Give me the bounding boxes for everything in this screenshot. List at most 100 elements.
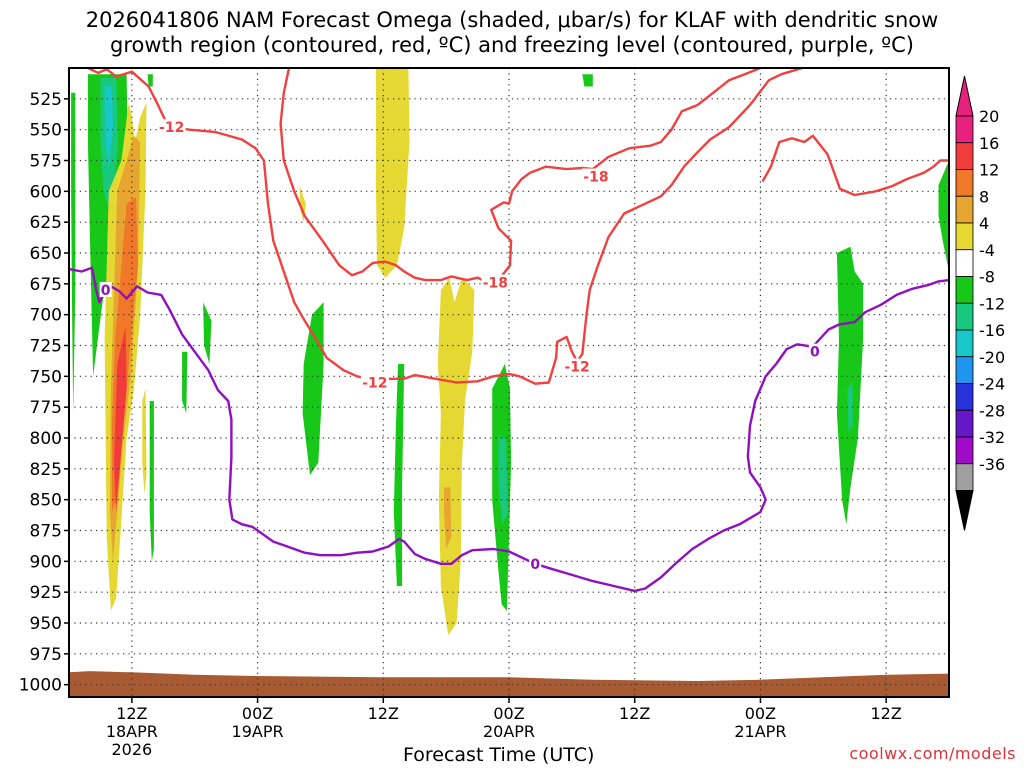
chart-title-line-1: 2026041806 NAM Forecast Omega (shaded, μ… <box>85 8 939 32</box>
colorbar-bin-1 <box>955 142 974 170</box>
contour-label-bg <box>99 282 112 297</box>
colorbar-label: 12 <box>979 161 999 180</box>
colorbar-bin-4 <box>955 222 974 251</box>
omega-region-15 <box>376 68 410 278</box>
x-tick-date: 20APR <box>483 722 535 741</box>
y-tick-label-925: 925 <box>30 583 62 603</box>
colorbar-bin-12 <box>955 436 974 465</box>
omega-region-12 <box>182 351 188 414</box>
x-tick-date: 18APR <box>106 722 158 741</box>
y-tick-label-850: 850 <box>30 491 62 511</box>
omega-region-16 <box>393 364 405 586</box>
x-tick-label: 12Z <box>368 704 399 723</box>
colorbar-label: -24 <box>979 375 1005 394</box>
y-tick-label-550: 550 <box>30 121 62 141</box>
colorbar-label: -16 <box>979 321 1005 340</box>
contour-label-bg <box>808 343 821 359</box>
contour-1 <box>761 134 949 197</box>
y-tick-label-575: 575 <box>30 152 62 172</box>
y-tick-label-700: 700 <box>30 306 62 326</box>
omega-region-24 <box>938 160 949 272</box>
colorbar-bin-11 <box>955 409 974 438</box>
colorbar-label: -4 <box>979 241 995 260</box>
contour-label-bg <box>157 119 186 135</box>
contour-label-3-2: 0 <box>810 345 820 361</box>
y-tick-label-625: 625 <box>30 213 62 233</box>
chart-title-line-2: growth region (contoured, red, ºC) and f… <box>110 33 914 57</box>
colorbar-bottom-triangle <box>955 490 974 531</box>
y-tick-label-975: 975 <box>30 645 62 665</box>
colorbar-bin-6 <box>955 276 974 304</box>
y-tick-label-1000: 1000 <box>19 676 62 696</box>
omega-region-10 <box>149 401 154 562</box>
x-tick-label: 00Z <box>242 704 273 723</box>
x-tick-label: 12Z <box>116 704 147 723</box>
contour-label-0-1: -12 <box>362 376 387 392</box>
y-tick-label-775: 775 <box>30 398 62 418</box>
colorbar-bin-3 <box>955 195 974 224</box>
omega-region-8 <box>114 327 127 512</box>
omega-region-14 <box>302 302 324 475</box>
colorbar-bin-9 <box>955 356 974 384</box>
x-tick-date: 19APR <box>232 722 284 741</box>
omega-region-3 <box>104 86 113 167</box>
omega-region-17 <box>437 277 475 636</box>
colorbar-bin-10 <box>955 383 974 411</box>
contour-label-bg <box>360 374 389 390</box>
colorbar-label: 16 <box>979 134 999 153</box>
colorbar-label: -20 <box>979 348 1005 367</box>
colorbar-label: -28 <box>979 401 1005 420</box>
contour-label-bg <box>563 358 592 374</box>
y-tick-label-800: 800 <box>30 429 62 449</box>
omega-region-9 <box>142 388 147 494</box>
contour-label-3-0: 0 <box>101 283 111 299</box>
y-tick-label-525: 525 <box>30 90 62 110</box>
omega-region-23 <box>847 382 853 432</box>
y-tick-label-900: 900 <box>30 552 62 572</box>
colorbar-label: 20 <box>979 107 999 126</box>
omega-region-20 <box>498 438 508 525</box>
colorbar-label: 8 <box>979 187 989 206</box>
colorbar-label: -36 <box>979 455 1005 474</box>
colorbar-label: -32 <box>979 428 1005 447</box>
y-tick-label-750: 750 <box>30 367 62 387</box>
y-tick-label-675: 675 <box>30 275 62 295</box>
omega-region-22 <box>836 246 864 525</box>
contour-label-0-2: -12 <box>564 359 589 375</box>
contour-3 <box>69 266 949 593</box>
colorbar-bin-0 <box>955 115 974 144</box>
colorbar-bin-2 <box>955 169 974 197</box>
contour-0 <box>87 68 803 385</box>
contour-2 <box>279 68 761 285</box>
contour-label-2-1: -18 <box>583 170 608 186</box>
contour-label-bg <box>481 274 510 290</box>
y-tick-label-725: 725 <box>30 337 62 357</box>
x-tick-label: 12Z <box>619 704 650 723</box>
colorbar-bin-13 <box>955 463 974 491</box>
x-axis-title: Forecast Time (UTC) <box>403 744 595 766</box>
colorbar-bin-5 <box>955 249 974 277</box>
y-tick-label-950: 950 <box>30 614 62 634</box>
omega-region-0 <box>71 92 76 414</box>
omega-region-21 <box>582 74 593 87</box>
contour-label-3-1: 0 <box>530 557 540 573</box>
colorbar-label: -8 <box>979 268 995 287</box>
x-tick-year: 2026 <box>111 740 152 759</box>
x-tick-label: 00Z <box>493 704 524 723</box>
contour-label-0-0: -12 <box>159 120 184 136</box>
y-tick-label-600: 600 <box>30 182 62 202</box>
contour-label-bg <box>529 555 542 571</box>
x-tick-label: 00Z <box>745 704 776 723</box>
x-tick-date: 21APR <box>734 722 786 741</box>
y-tick-label-825: 825 <box>30 460 62 480</box>
x-tick-label: 12Z <box>870 704 901 723</box>
colorbar-label: 4 <box>979 214 989 233</box>
contour-label-bg <box>581 168 610 184</box>
omega-region-18 <box>444 487 452 549</box>
omega-region-4 <box>147 74 153 87</box>
colorbar-top-triangle <box>955 75 974 117</box>
contour-label-2-0: -18 <box>483 276 508 292</box>
site-credit: coolwx.com/models <box>849 744 1016 763</box>
colorbar-bin-7 <box>955 302 974 331</box>
y-tick-label-875: 875 <box>30 522 62 542</box>
